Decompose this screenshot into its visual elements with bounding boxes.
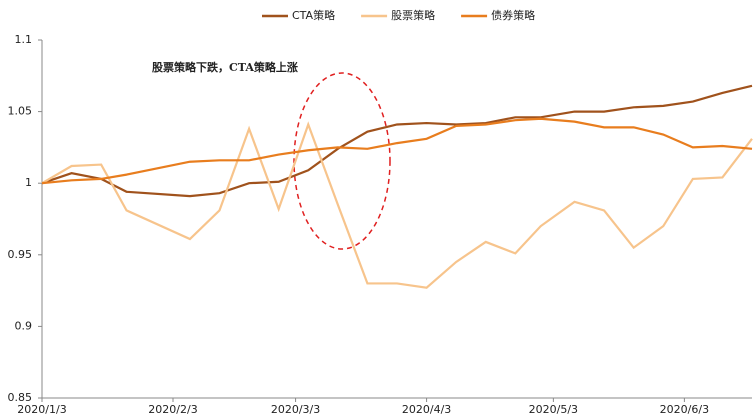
y-tick-label: 0.95	[8, 248, 33, 261]
x-tick-label: 2020/1/3	[17, 403, 66, 416]
highlight-ellipse	[293, 72, 391, 250]
series-line	[41, 117, 753, 185]
series-line	[41, 121, 753, 289]
x-tick-label: 2020/4/3	[402, 403, 451, 416]
legend-label: 债券策略	[491, 8, 535, 22]
annotation: 股票策略下跌，CTA策略上涨	[152, 60, 298, 74]
y-tick-label: 1.05	[8, 105, 33, 118]
y-tick-label: 0.85	[8, 391, 33, 404]
x-tick-label: 2020/5/3	[529, 403, 578, 416]
y-tick-label: 1.1	[15, 33, 33, 46]
y-tick-label: 0.9	[15, 319, 33, 332]
legend-label: CTA策略	[292, 8, 335, 22]
x-tick-label: 2020/2/3	[148, 403, 197, 416]
legend-label: 股票策略	[391, 8, 435, 22]
x-tick-label: 2020/6/3	[660, 403, 709, 416]
series-line	[41, 84, 753, 198]
y-tick-label: 1	[25, 176, 32, 189]
x-tick-label: 2020/3/3	[271, 403, 320, 416]
